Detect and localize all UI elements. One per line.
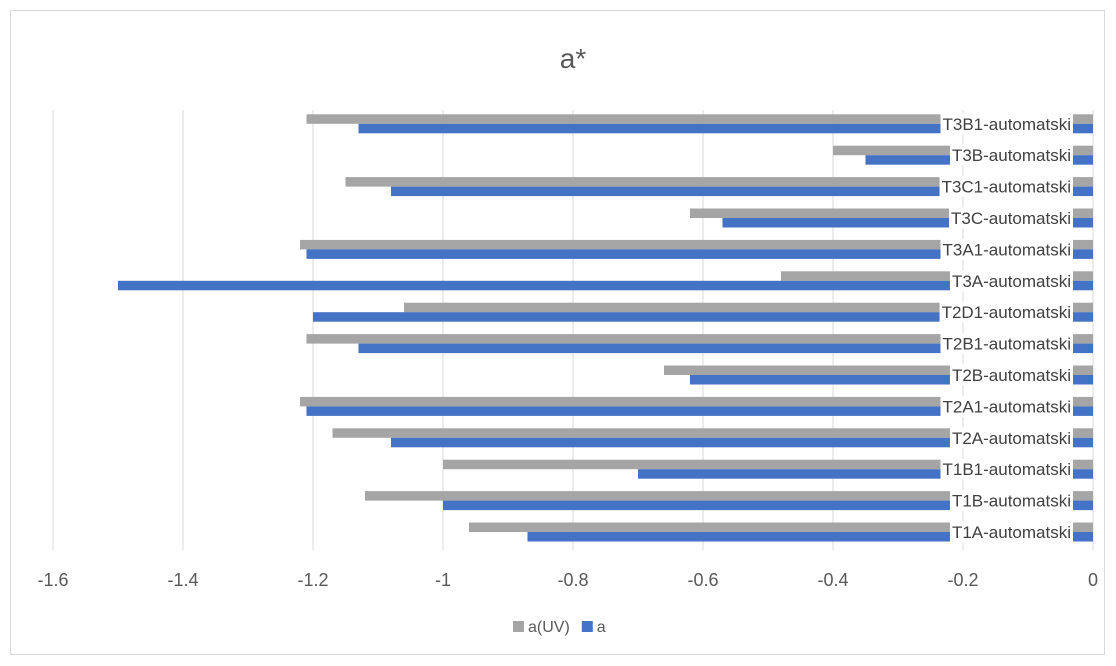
category-label-bg xyxy=(940,333,1073,355)
category-label: T3B1-automatski xyxy=(943,115,1072,134)
bar-a xyxy=(391,437,1093,448)
bar-a xyxy=(313,312,1093,322)
category-label: T2A1-automatski xyxy=(943,397,1072,416)
category-label-bg xyxy=(940,238,1073,260)
x-tick-label: -0.8 xyxy=(557,570,588,590)
category-label-bg xyxy=(939,176,1073,198)
legend-label: a(UV) xyxy=(528,619,570,636)
category-label: T2A-automatski xyxy=(952,429,1071,448)
bar-a xyxy=(358,343,1093,354)
category-label: T2B1-automatski xyxy=(943,335,1072,354)
bar-a-uv xyxy=(443,459,1093,470)
bar-a-uv xyxy=(469,522,1093,532)
bar-a-uv xyxy=(300,239,1093,250)
bar-a-uv xyxy=(781,271,1093,281)
category-label: T1B1-automatski xyxy=(943,460,1072,479)
legend-swatch xyxy=(581,621,593,632)
chart-title: a* xyxy=(560,43,587,74)
bar-a-uv xyxy=(664,365,1093,375)
category-label-bg xyxy=(939,301,1073,323)
category-label-bg xyxy=(940,113,1073,135)
category-label-bg xyxy=(940,458,1073,480)
bar-a xyxy=(527,532,1093,542)
bar-a-uv xyxy=(306,334,1093,344)
category-label: T2D1-automatski xyxy=(942,303,1071,322)
category-label-bg xyxy=(940,395,1073,417)
x-tick-label: -0.4 xyxy=(817,570,848,590)
bar-a-uv xyxy=(690,208,1093,218)
x-tick-label: -1.6 xyxy=(37,570,68,590)
category-label-bg xyxy=(949,364,1073,386)
category-label: T3C-automatski xyxy=(951,209,1071,228)
category-label: T1A-automatski xyxy=(952,523,1071,542)
category-label: T3C1-automatski xyxy=(942,178,1071,197)
x-tick-label: -1 xyxy=(435,570,451,590)
category-label-bg xyxy=(949,207,1073,229)
bar-a-uv xyxy=(300,396,1093,407)
gridlines xyxy=(52,110,1094,550)
category-label: T3B-automatski xyxy=(952,146,1071,165)
bar-a xyxy=(306,406,1093,416)
bar-a xyxy=(358,123,1093,134)
bar-a-uv xyxy=(345,177,1093,187)
bar-a-uv xyxy=(332,428,1093,438)
category-label-bg xyxy=(949,427,1073,449)
x-tick-label: -1.2 xyxy=(297,570,328,590)
category-label: T3A1-automatski xyxy=(943,240,1072,259)
category-label: T1B-automatski xyxy=(952,492,1071,511)
bar-a-uv xyxy=(404,302,1093,313)
bar-a xyxy=(638,469,1093,479)
category-labels: T1A-automatski T1B-automatski T1B1-automat… xyxy=(939,113,1073,543)
bar-a xyxy=(722,218,1093,228)
bar-a xyxy=(391,186,1093,197)
category-label-bg xyxy=(949,144,1073,166)
bar-a xyxy=(690,375,1093,385)
bar-a-uv xyxy=(365,491,1093,501)
category-label-bg xyxy=(949,270,1073,292)
bar-a-uv xyxy=(306,114,1093,124)
bar-a xyxy=(306,249,1093,259)
category-label: T3A-automatski xyxy=(952,272,1071,291)
x-axis-ticks: -1.6 -1.4 -1.2 -1 -0.8 -0.6 -0.4 -0.2 0 xyxy=(37,570,1098,590)
legend-swatch xyxy=(513,621,524,632)
bar-a xyxy=(443,500,1093,511)
category-label: T2B-automatski xyxy=(952,366,1071,385)
x-tick-label: -0.6 xyxy=(687,570,718,590)
x-tick-label: -1.4 xyxy=(167,570,198,590)
x-tick-label: 0 xyxy=(1088,570,1098,590)
legend-label: a xyxy=(597,619,606,636)
category-label-bg xyxy=(949,521,1073,543)
legend: a(UV) a xyxy=(513,619,606,636)
category-label-bg xyxy=(949,490,1073,512)
x-tick-label: -0.2 xyxy=(947,570,978,590)
bar-a xyxy=(118,280,1093,291)
